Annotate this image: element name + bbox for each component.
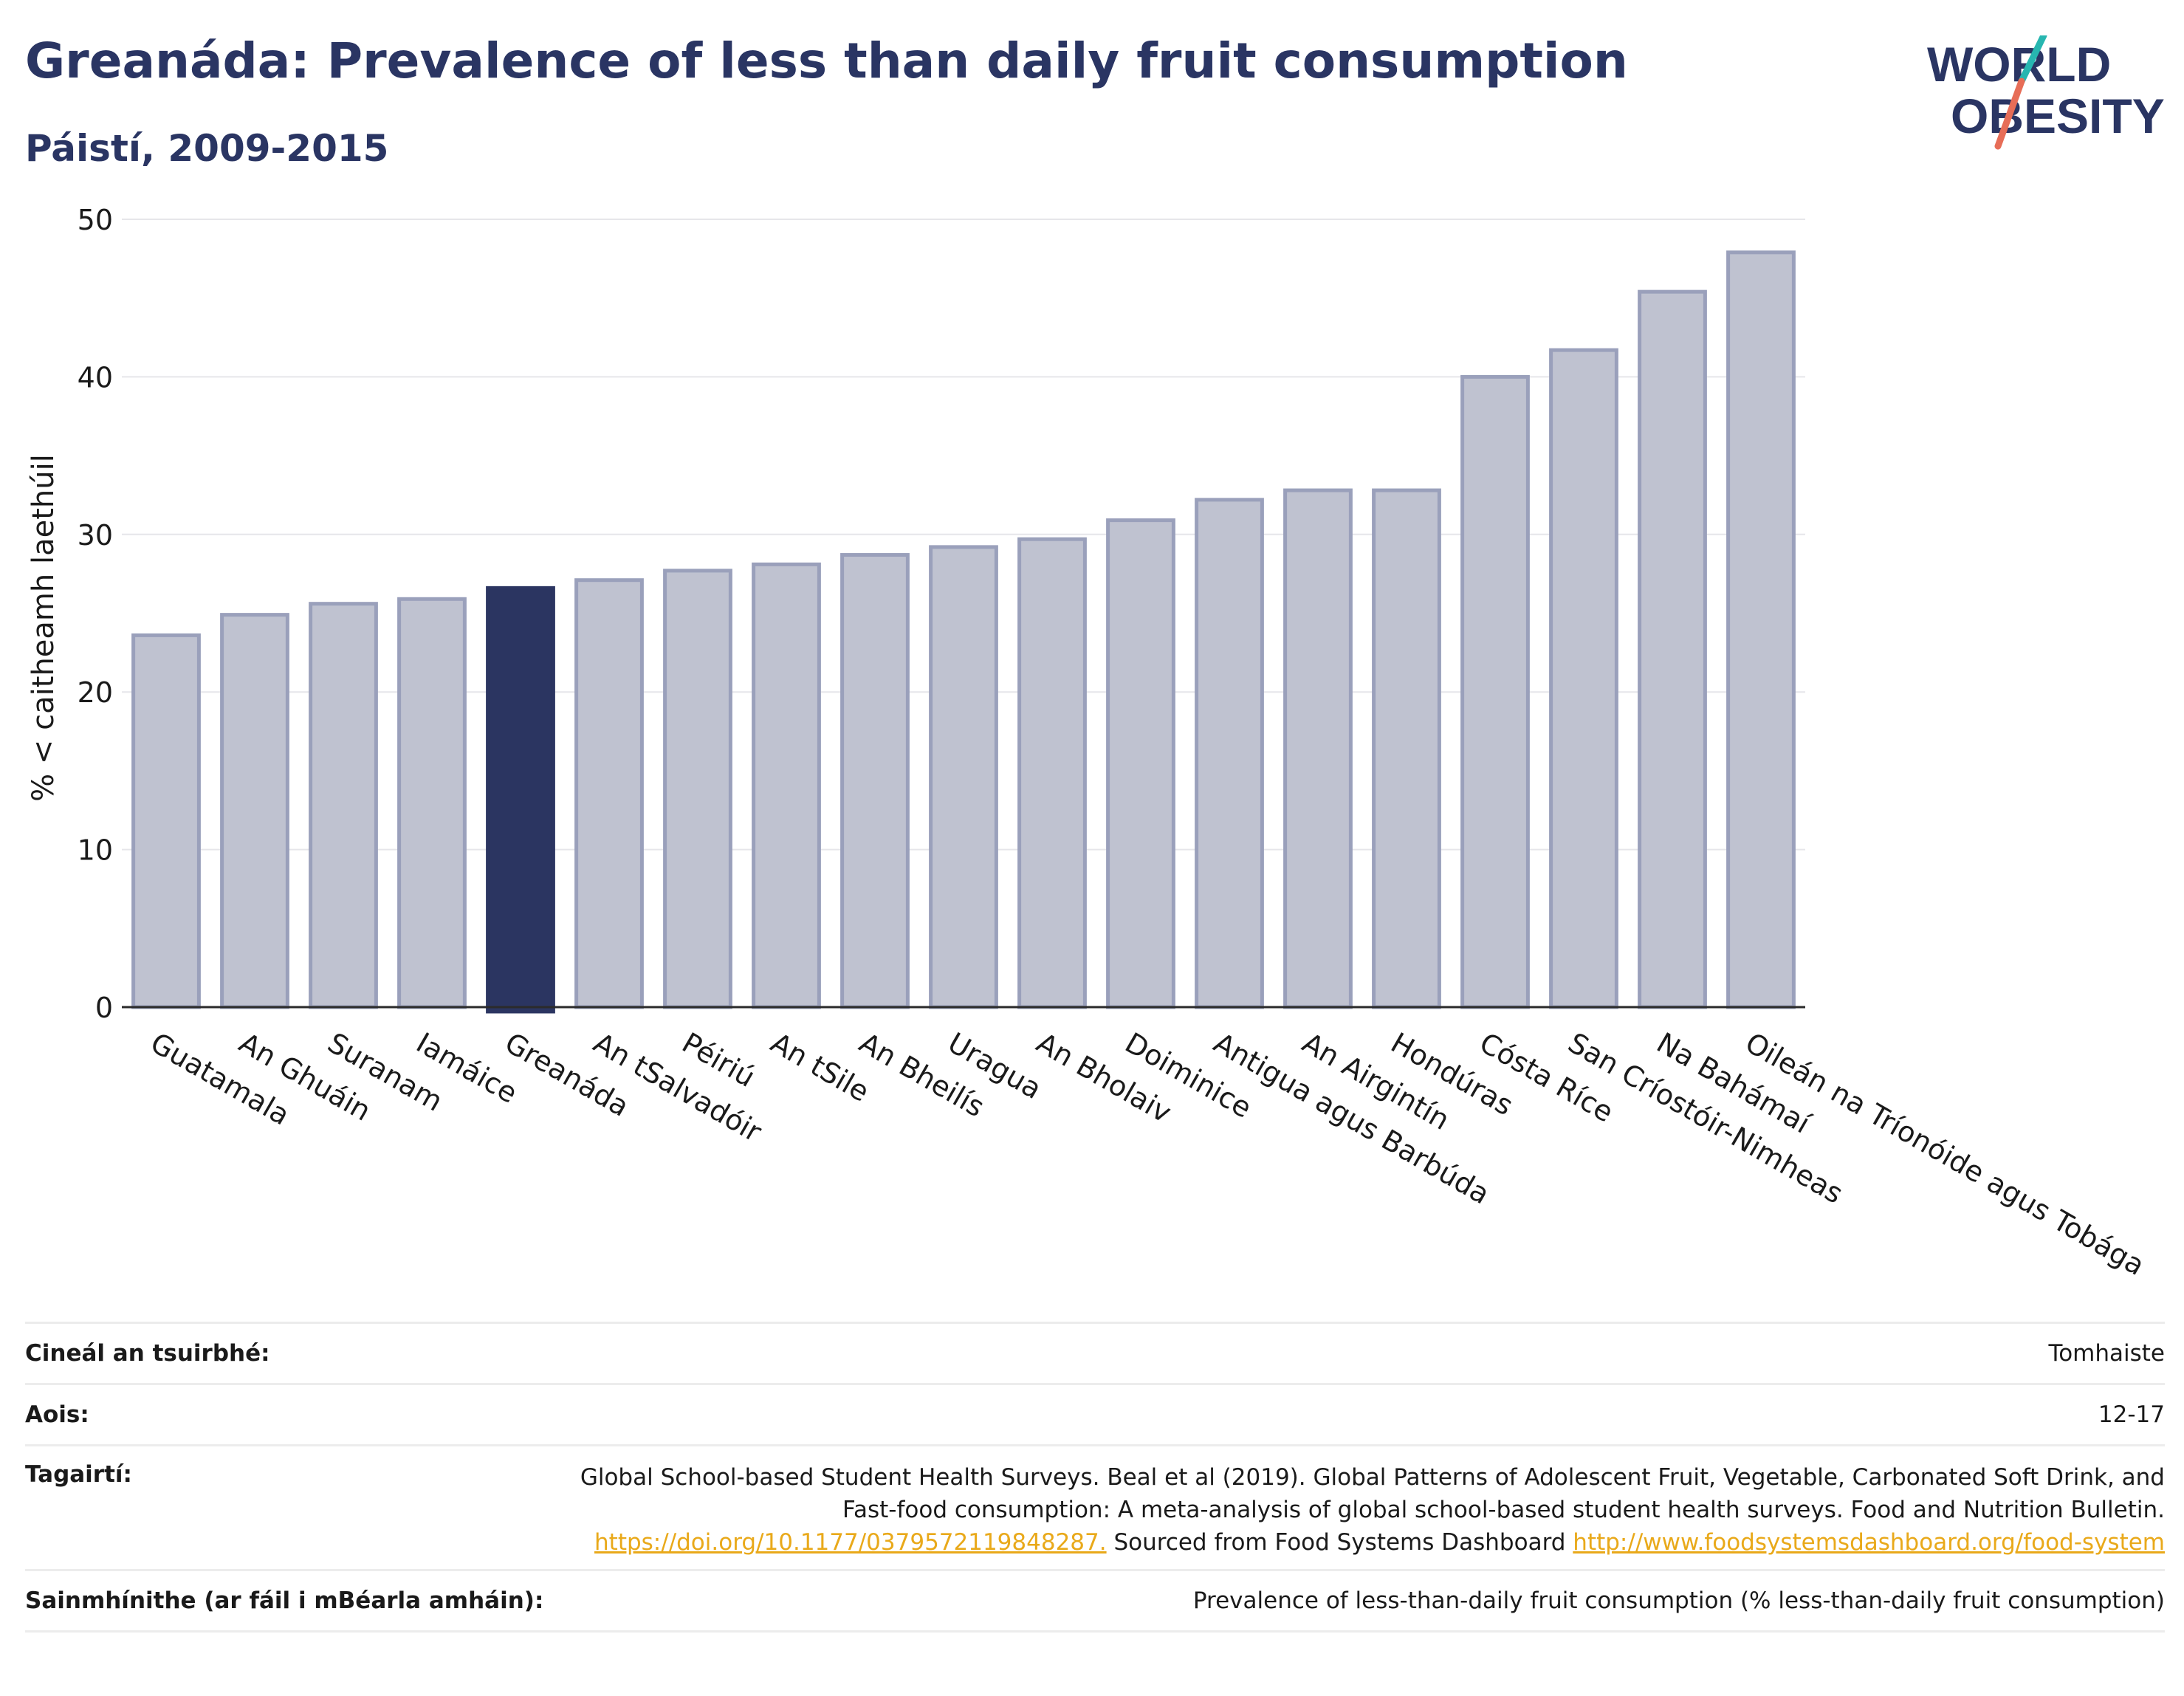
bar xyxy=(397,597,467,1009)
bar xyxy=(1372,488,1441,1009)
bar xyxy=(1106,518,1175,1009)
definitions-row: Sainmhínithe (ar fáil i mBéarla amháin):… xyxy=(25,1569,2165,1633)
definitions-label: Sainmhínithe (ar fáil i mBéarla amháin): xyxy=(25,1587,544,1614)
survey-type-row: Cineál an tsuirbhé: Tomhaiste xyxy=(25,1322,2165,1383)
y-axis-label: % < caitheamh laethúil xyxy=(27,454,61,802)
info-table: Cineál an tsuirbhé: Tomhaiste Aois: 12-1… xyxy=(25,1322,2165,1633)
bar xyxy=(574,578,644,1009)
bar xyxy=(1017,537,1087,1009)
x-tick-label: An tSile xyxy=(766,1026,875,1108)
y-tick-label: 40 xyxy=(78,361,113,394)
chart-subtitle: Páistí, 2009-2015 xyxy=(25,127,389,170)
y-tick-label: 50 xyxy=(78,204,113,236)
world-obesity-logo: WORLD OBESITY xyxy=(1927,35,2165,150)
y-tick-label: 10 xyxy=(78,834,113,867)
bar xyxy=(486,586,555,1014)
food-systems-dashboard-link[interactable]: http://www.foodsystemsdashboard.org/food… xyxy=(1573,1529,2165,1556)
references-value: Global School-based Student Health Surve… xyxy=(526,1461,2165,1559)
survey-type-label: Cineál an tsuirbhé: xyxy=(25,1340,270,1367)
age-row: Aois: 12-17 xyxy=(25,1383,2165,1444)
references-row: Tagairtí: Global School-based Student He… xyxy=(25,1444,2165,1569)
doi-link[interactable]: https://doi.org/10.1177/0379572119848287… xyxy=(594,1529,1107,1556)
logo-slash-coral xyxy=(1994,78,2025,150)
bar xyxy=(840,553,910,1009)
definitions-value: Prevalence of less-than-daily fruit cons… xyxy=(1192,1587,2165,1614)
bar xyxy=(131,633,201,1009)
bar xyxy=(752,562,821,1009)
bar xyxy=(1726,250,1796,1009)
bar xyxy=(663,569,732,1009)
y-tick-label: 20 xyxy=(78,676,113,709)
logo-slash-teal xyxy=(2018,35,2047,85)
references-text-1: Global School-based Student Health Surve… xyxy=(580,1464,2165,1523)
y-tick-label: 30 xyxy=(78,519,113,552)
bar xyxy=(1195,498,1264,1009)
bar xyxy=(309,602,378,1009)
survey-type-value: Tomhaiste xyxy=(2048,1340,2165,1367)
chart-title: Greanáda: Prevalence of less than daily … xyxy=(25,32,1628,89)
logo-word-obesity: OBESITY xyxy=(1951,89,2165,143)
age-value: 12-17 xyxy=(2098,1401,2165,1428)
bar xyxy=(220,613,289,1009)
bar xyxy=(1549,348,1618,1009)
references-label: Tagairtí: xyxy=(25,1461,132,1488)
y-tick-label: 0 xyxy=(95,992,113,1024)
bar xyxy=(1460,374,1530,1009)
age-label: Aois: xyxy=(25,1401,89,1428)
bar xyxy=(929,545,998,1009)
bar xyxy=(1283,488,1353,1009)
references-text-2: Sourced from Food Systems Dashboard xyxy=(1106,1529,1573,1556)
bar xyxy=(1638,289,1707,1009)
